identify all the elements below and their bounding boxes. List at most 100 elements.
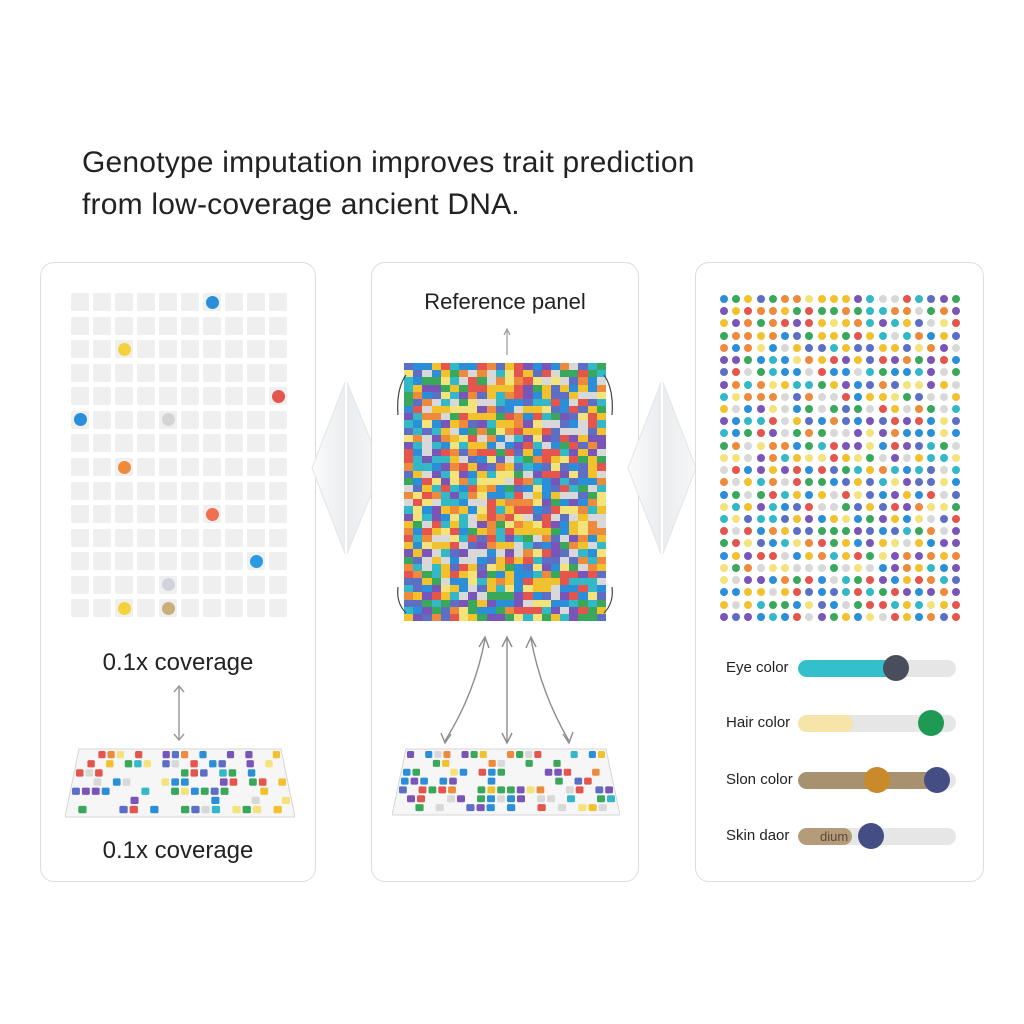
haplotype-tile — [413, 420, 423, 429]
haplotype-tile — [431, 520, 442, 529]
read-fragment — [401, 777, 409, 785]
haplotype-tile — [550, 456, 561, 464]
haplotype-tile — [404, 606, 414, 615]
imputed-genotype-dot — [793, 515, 802, 523]
haplotype-tile — [459, 427, 469, 436]
haplotype-tile — [587, 592, 598, 601]
haplotype-tile — [431, 441, 442, 450]
imputed-genotype-dot — [939, 600, 948, 609]
genotype-cell — [225, 340, 243, 359]
read-fragment — [466, 804, 475, 812]
imputed-genotype-dot — [915, 539, 924, 548]
coverage-label-top: 0.1x coverage — [102, 649, 254, 676]
imputed-genotype-dot — [744, 490, 753, 499]
haplotype-tile — [569, 506, 580, 515]
haplotype-tile — [587, 556, 598, 565]
trait-slider-track[interactable] — [798, 715, 956, 732]
read-fragment — [447, 795, 455, 803]
imputed-genotype-dot — [744, 539, 753, 548]
genotype-cell — [269, 505, 287, 524]
haplotype-tile — [587, 406, 598, 414]
haplotype-tile — [550, 613, 561, 621]
trait-slider-thumb[interactable] — [917, 710, 944, 736]
haplotype-tile — [532, 391, 543, 400]
haplotype-tile — [459, 606, 469, 615]
imputed-genotype-dot — [854, 356, 863, 365]
imputed-genotype-dot — [854, 478, 863, 487]
trait-slider-thumb[interactable] — [882, 655, 909, 681]
haplotype-tile — [532, 613, 543, 621]
imputed-genotype-dot — [903, 576, 911, 585]
imputed-genotype-dot — [744, 380, 753, 389]
haplotype-tile — [541, 570, 552, 579]
called-genotype-dot — [161, 413, 175, 427]
called-genotype-dot — [73, 413, 87, 427]
read-fragment — [459, 768, 468, 776]
read-fragment — [434, 751, 442, 758]
haplotype-tile — [578, 527, 589, 536]
imputed-genotype-dot — [768, 551, 777, 560]
imputed-genotype-dot — [781, 343, 789, 352]
haplotype-tile — [495, 406, 506, 414]
imputed-genotype-dot — [793, 380, 802, 389]
haplotype-tile — [449, 420, 460, 429]
read-fragment — [211, 805, 221, 814]
imputed-genotype-dot — [927, 563, 936, 572]
imputed-genotype-dot — [939, 453, 948, 462]
haplotype-tile — [587, 513, 598, 522]
imputed-genotype-dot — [720, 527, 728, 536]
haplotype-tile — [523, 578, 534, 586]
haplotype-tile — [404, 578, 414, 586]
imputed-genotype-dot — [781, 392, 789, 401]
haplotype-tile — [468, 570, 479, 579]
imputed-genotype-dot — [817, 588, 826, 597]
haplotype-tile — [440, 492, 451, 500]
haplotype-tile — [468, 377, 479, 386]
haplotype-tile — [459, 370, 469, 378]
haplotype-tile — [550, 513, 561, 522]
trait-slider-thumb[interactable] — [857, 823, 884, 849]
read-fragment — [134, 760, 142, 768]
imputed-genotype-dot — [829, 588, 838, 597]
haplotype-tile — [541, 563, 552, 572]
haplotype-tile — [550, 420, 561, 429]
genotype-cell — [159, 340, 177, 359]
haplotype-tile — [505, 563, 515, 572]
read-fragment — [450, 768, 458, 776]
imputed-genotype-dot — [878, 417, 887, 426]
imputed-genotype-dot — [842, 490, 850, 499]
genotype-cell — [137, 316, 155, 335]
haplotype-tile — [523, 499, 534, 507]
imputed-genotype-dot — [866, 515, 875, 523]
genotype-cell — [225, 363, 243, 382]
haplotype-tile — [532, 384, 543, 393]
read-fragment — [578, 804, 587, 812]
haplotype-tile — [413, 484, 423, 493]
read-fragment — [470, 751, 478, 758]
imputed-genotype-dot — [829, 356, 838, 365]
haplotype-tile — [560, 578, 570, 586]
haplotype-tile — [495, 513, 506, 522]
trait-slider-track[interactable] — [798, 660, 956, 677]
genotype-cell — [181, 528, 199, 547]
imputed-genotype-dot — [927, 380, 936, 389]
imputed-genotype-dot — [805, 368, 814, 377]
trait-slider-thumb[interactable] — [924, 767, 951, 793]
haplotype-tile — [449, 506, 460, 515]
imputed-genotype-dot — [890, 392, 899, 401]
imputed-genotype-dot — [781, 417, 789, 426]
haplotype-tile — [541, 556, 552, 565]
haplotype-tile — [413, 613, 423, 621]
haplotype-tile — [532, 563, 543, 572]
imputed-genotype-dot — [854, 429, 863, 438]
genotype-cell — [137, 410, 155, 429]
imputed-genotype-dot — [756, 368, 765, 377]
imputed-genotype-dot — [829, 563, 838, 572]
trait-slider-thumb[interactable] — [864, 767, 890, 793]
imputed-genotype-dot — [842, 515, 850, 523]
imputed-genotype-dot — [732, 380, 741, 389]
haplotype-tile — [514, 606, 524, 615]
haplotype-tile — [495, 570, 506, 579]
haplotype-tile — [523, 606, 534, 615]
haplotype-tile — [505, 427, 515, 436]
